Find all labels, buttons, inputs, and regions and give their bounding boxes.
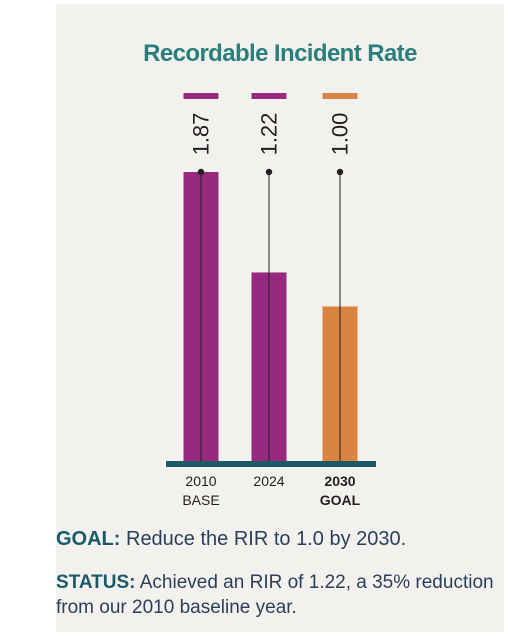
- value-marker-0: [183, 93, 219, 99]
- status-text: STATUS: Achieved an RIR of 1.22, a 35% r…: [56, 570, 504, 620]
- leader-dot-1: [265, 168, 273, 176]
- x-tick-label-1: 2024: [253, 473, 284, 489]
- chart-title: Recordable Incident Rate: [143, 40, 417, 67]
- value-label-1: 1.22: [257, 113, 282, 156]
- x-tick-label-2: 2030: [324, 473, 355, 489]
- bar-chart: 1.87 2010 BASE 1.22 2024 1.00 2030 GOAL: [166, 93, 376, 508]
- chart-panel: Recordable Incident Rate 1.87 2010 BASE 1.2…: [56, 4, 504, 632]
- value-label-0: 1.87: [189, 113, 214, 156]
- goal-text: GOAL: Reduce the RIR to 1.0 by 2030.: [56, 526, 504, 552]
- value-marker-2: [322, 93, 358, 99]
- value-marker-1: [251, 93, 287, 99]
- goal-body: Reduce the RIR to 1.0 by 2030.: [120, 528, 407, 550]
- x-tick-sublabel-0: BASE: [182, 492, 219, 508]
- leader-dot-2: [336, 168, 344, 176]
- leader-dot-0: [197, 168, 205, 176]
- goal-label: GOAL:: [56, 528, 121, 550]
- value-label-2: 1.00: [328, 113, 353, 156]
- status-body: Achieved an RIR of 1.22, a 35% reduction…: [56, 572, 494, 618]
- status-label: STATUS:: [56, 572, 136, 593]
- x-tick-label-0: 2010: [185, 473, 216, 489]
- x-axis-baseline: [166, 461, 376, 467]
- x-tick-sublabel-2: GOAL: [320, 492, 361, 508]
